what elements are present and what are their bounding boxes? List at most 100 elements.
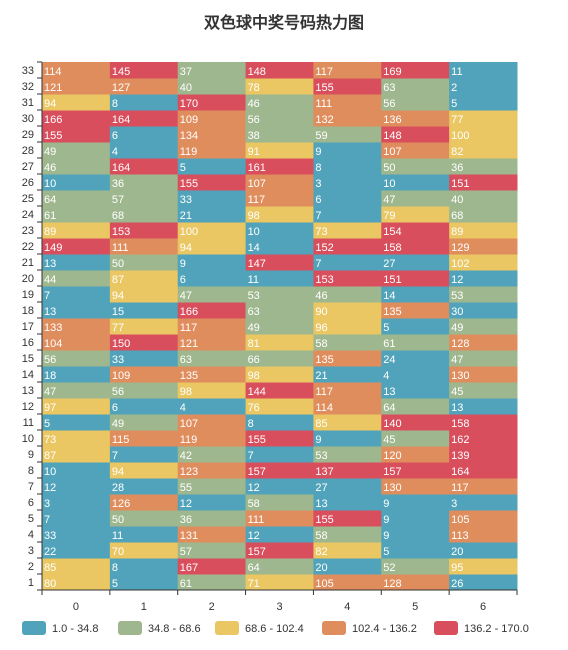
cell-value-label: 157 <box>383 466 401 478</box>
heatmap-cell <box>449 350 518 367</box>
cell-value-label: 8 <box>248 418 254 430</box>
cell-value-label: 87 <box>112 274 124 286</box>
cell-value-label: 12 <box>248 530 260 542</box>
legend-item-label[interactable]: 136.2 - 170.0 <box>464 623 529 635</box>
heatmap-cell <box>109 510 179 527</box>
heatmap-cell <box>109 350 179 367</box>
heatmap-cell <box>109 238 179 255</box>
legend-color-swatch[interactable] <box>22 621 46 635</box>
cell-value-label: 47 <box>44 386 56 398</box>
legend-color-swatch[interactable] <box>322 621 346 635</box>
y-tick-label: 3 <box>28 545 34 557</box>
heatmap-cell <box>381 542 450 559</box>
heatmap-cell <box>313 574 382 591</box>
heatmap-cell <box>245 478 314 495</box>
cell-value-label: 13 <box>383 386 395 398</box>
heatmap-cell <box>381 462 450 479</box>
cell-value-label: 164 <box>451 466 469 478</box>
heatmap-cell <box>313 366 382 383</box>
cell-value-label: 80 <box>44 578 56 590</box>
cell-value-label: 58 <box>248 498 260 510</box>
heatmap-cell <box>313 494 382 511</box>
legend-item-label[interactable]: 68.6 - 102.4 <box>245 623 304 635</box>
heatmap-cell <box>313 222 382 239</box>
cell-value-label: 94 <box>44 98 56 110</box>
cell-value-label: 4 <box>180 402 186 414</box>
visual-map-legend[interactable]: 1.0 - 34.8 34.8 - 68.6 68.6 - 102.4 102.4 -… <box>22 621 529 635</box>
cell-value-label: 9 <box>315 146 321 158</box>
cell-value-label: 61 <box>180 578 192 590</box>
heatmap-cell <box>449 158 518 175</box>
legend-item-label[interactable]: 102.4 - 136.2 <box>352 623 417 635</box>
heatmap-cell <box>42 94 111 111</box>
heatmap-cell <box>313 126 382 143</box>
heatmap-cell <box>42 334 111 351</box>
cell-value-label: 49 <box>44 146 56 158</box>
heatmap-cell <box>109 158 179 175</box>
cell-value-label: 9 <box>383 530 389 542</box>
heatmap-cell <box>449 398 518 415</box>
cell-value-label: 40 <box>180 82 192 94</box>
legend-color-swatch[interactable] <box>434 621 458 635</box>
cell-value-label: 7 <box>112 450 118 462</box>
heatmap-cell <box>313 206 382 223</box>
heatmap-cell <box>449 414 518 431</box>
legend-color-swatch[interactable] <box>215 621 239 635</box>
heatmap-cell <box>177 366 247 383</box>
y-tick-label: 22 <box>22 241 34 253</box>
heatmap-cell <box>381 302 450 319</box>
cell-value-label: 79 <box>383 210 395 222</box>
cell-value-label: 14 <box>383 290 395 302</box>
legend-item-label[interactable]: 34.8 - 68.6 <box>148 623 201 635</box>
legend-color-swatch[interactable] <box>118 621 142 635</box>
cell-value-label: 102 <box>451 258 469 270</box>
cell-value-label: 100 <box>451 130 469 142</box>
y-tick-label: 31 <box>22 97 34 109</box>
heatmap-cell <box>313 174 382 191</box>
heatmap-cell <box>449 334 518 351</box>
cell-value-label: 115 <box>112 434 130 446</box>
y-tick-label: 6 <box>28 497 34 509</box>
cell-value-label: 77 <box>451 114 463 126</box>
heatmap-cell <box>313 350 382 367</box>
heatmap-cell <box>245 302 314 319</box>
heatmap-cell <box>381 206 450 223</box>
heatmap-cell <box>42 110 111 127</box>
x-tick-label: 2 <box>209 601 215 613</box>
heatmap-cell <box>245 78 314 95</box>
y-tick-label: 5 <box>28 513 34 525</box>
cell-value-label: 147 <box>248 258 266 270</box>
y-tick-label: 7 <box>28 481 34 493</box>
heatmap-cell <box>449 318 518 335</box>
cell-value-label: 45 <box>383 434 395 446</box>
cell-value-label: 87 <box>44 450 56 462</box>
cell-value-label: 133 <box>44 322 62 334</box>
cell-value-label: 76 <box>248 402 260 414</box>
cell-value-label: 114 <box>315 402 333 414</box>
cell-value-label: 68 <box>112 210 124 222</box>
heatmap-cell <box>42 174 111 191</box>
cell-value-label: 123 <box>180 466 198 478</box>
y-tick-label: 33 <box>22 65 34 77</box>
heatmap-cell <box>177 382 247 399</box>
cell-value-label: 98 <box>248 210 260 222</box>
heatmap-cell <box>177 558 247 575</box>
heatmap-cell <box>245 110 314 127</box>
heatmap-cell <box>42 142 111 159</box>
heatmap-cell <box>177 126 247 143</box>
legend-item-label[interactable]: 1.0 - 34.8 <box>52 623 98 635</box>
heatmap-cell <box>245 526 314 543</box>
heatmap-cell <box>313 270 382 287</box>
cell-value-label: 8 <box>112 562 118 574</box>
cell-value-label: 6 <box>315 194 321 206</box>
heatmap-cell <box>381 446 450 463</box>
heatmap-cell <box>42 414 111 431</box>
heatmap-cell <box>109 286 179 303</box>
heatmap-cell <box>177 334 247 351</box>
cell-value-label: 151 <box>451 178 469 190</box>
cell-value-label: 3 <box>451 498 457 510</box>
cell-value-label: 61 <box>44 210 56 222</box>
heatmap-cell <box>109 494 179 511</box>
cell-value-label: 152 <box>315 242 333 254</box>
heatmap-cell <box>381 366 450 383</box>
